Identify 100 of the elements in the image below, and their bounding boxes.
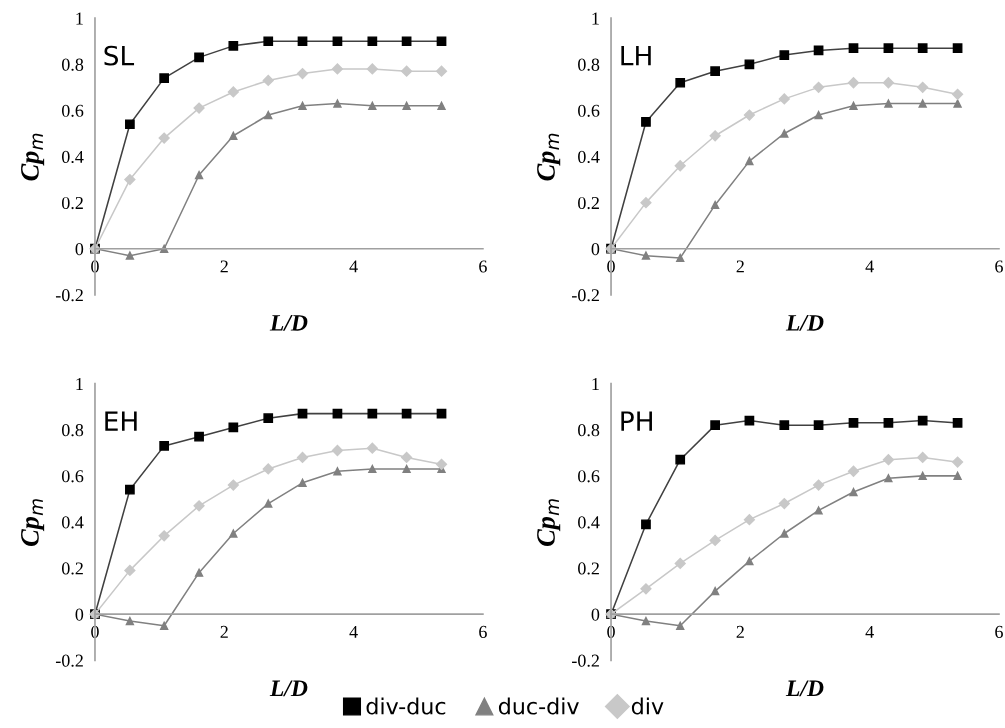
point <box>228 41 239 51</box>
x-tick-label: 6 <box>479 260 487 273</box>
point <box>917 81 929 93</box>
point <box>883 43 894 54</box>
point <box>366 63 378 75</box>
point <box>743 514 756 526</box>
point <box>710 66 720 77</box>
point <box>194 170 204 180</box>
point <box>675 454 686 465</box>
point <box>297 36 308 47</box>
point <box>158 530 170 542</box>
point <box>125 251 135 260</box>
y-tick-label: 0.4 <box>578 150 600 164</box>
point <box>709 130 721 142</box>
x-tick-label: 2 <box>220 260 228 273</box>
point <box>953 471 962 481</box>
y-tick-label: 0.8 <box>61 58 84 71</box>
y-tick-label: 0.6 <box>61 470 84 483</box>
point <box>296 67 309 80</box>
point <box>709 534 721 547</box>
y-tick-label: 0.2 <box>61 196 83 210</box>
point <box>952 43 963 54</box>
y-tick-label: 0 <box>591 242 600 256</box>
point <box>710 200 720 210</box>
point <box>641 251 651 260</box>
point <box>812 81 825 93</box>
point <box>367 36 378 47</box>
point <box>744 59 755 70</box>
y-tick-label: 0.8 <box>578 58 600 71</box>
point <box>333 99 342 108</box>
point <box>676 253 685 263</box>
point <box>296 451 309 464</box>
y-tick-label: 0.4 <box>61 150 84 164</box>
point <box>779 420 790 431</box>
y-tick-label: 0.6 <box>578 104 600 117</box>
point <box>917 415 928 426</box>
x-axis-title: L/D <box>785 680 824 697</box>
point <box>262 74 274 87</box>
y-tick-label: 0.2 <box>61 562 83 575</box>
point <box>298 101 307 110</box>
legend-label: duc-div <box>498 697 579 715</box>
y-tick-label: -0.2 <box>55 654 83 667</box>
point <box>193 500 205 512</box>
point <box>884 474 893 483</box>
point <box>125 119 135 130</box>
point <box>779 50 790 60</box>
y-axis-title: Cp$_{m}$ <box>21 499 45 547</box>
x-tick-label: 2 <box>736 625 744 638</box>
y-tick-label: 0 <box>75 242 84 256</box>
point <box>367 408 378 419</box>
point <box>675 77 686 88</box>
point <box>332 36 343 47</box>
point <box>812 479 825 491</box>
y-axis-title: Cp$_{m}$ <box>537 133 561 181</box>
point <box>780 129 789 138</box>
point <box>401 451 413 464</box>
point <box>778 93 790 105</box>
x-tick-label: 0 <box>607 260 615 273</box>
point <box>814 110 823 120</box>
x-tick-label: 0 <box>91 625 99 639</box>
point <box>331 444 344 457</box>
point <box>125 484 135 495</box>
point <box>847 465 860 477</box>
point <box>437 101 446 110</box>
point <box>641 117 651 127</box>
point <box>227 86 239 98</box>
x-tick-label: 6 <box>479 625 487 639</box>
point <box>883 417 894 428</box>
point <box>264 110 273 120</box>
point <box>402 101 411 110</box>
point <box>194 568 204 577</box>
x-tick-label: 6 <box>995 625 1003 639</box>
y-tick-label: 0.4 <box>578 516 600 529</box>
x-tick-label: 4 <box>865 260 874 273</box>
point <box>124 564 136 576</box>
point <box>298 478 307 487</box>
x-tick-label: 6 <box>995 260 1003 273</box>
point <box>814 506 823 515</box>
point <box>159 621 169 630</box>
y-tick-label: 1 <box>592 12 599 25</box>
point <box>951 88 964 100</box>
point <box>674 160 686 172</box>
point <box>710 586 720 596</box>
point <box>435 458 448 470</box>
point <box>229 131 238 140</box>
point <box>917 43 928 54</box>
point <box>435 65 448 77</box>
point <box>194 431 204 442</box>
point <box>951 456 964 468</box>
annotation: LH <box>621 45 651 66</box>
y-axis-title: Cp$_{m}$ <box>537 499 561 547</box>
x-axis-title: L/D <box>269 680 308 697</box>
point <box>882 77 895 89</box>
x-tick-label: 0 <box>607 625 615 639</box>
y-axis-title: Cp$_{m}$ <box>21 133 45 181</box>
point <box>401 36 412 47</box>
point <box>159 441 170 451</box>
point <box>745 556 754 566</box>
point <box>641 519 651 530</box>
point <box>674 557 686 570</box>
